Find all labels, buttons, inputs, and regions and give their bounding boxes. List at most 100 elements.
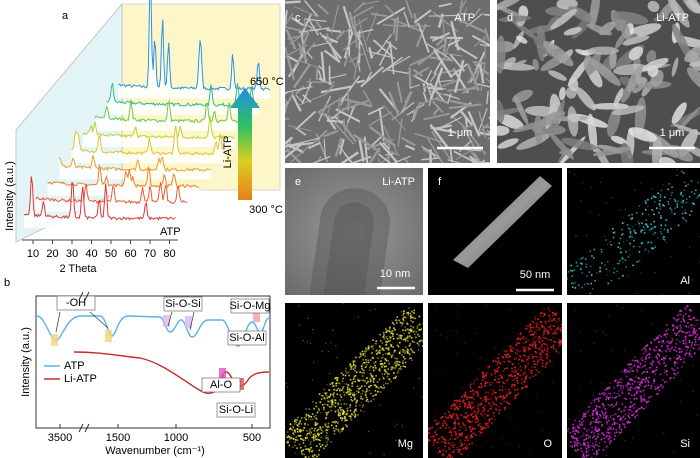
map-speckle <box>352 414 354 416</box>
map-speckle <box>686 305 689 307</box>
map-speckle <box>674 212 676 215</box>
map-speckle <box>335 428 337 430</box>
map-speckle <box>685 332 687 334</box>
map-speckle <box>548 320 551 323</box>
map-speckle <box>328 406 331 408</box>
map-speckle <box>516 373 519 375</box>
map-speckle <box>639 363 642 365</box>
map-speckle <box>691 191 693 193</box>
map-speckle <box>369 366 371 369</box>
needle <box>285 0 301 4</box>
map-noise <box>464 342 466 344</box>
map-speckle <box>486 381 488 384</box>
map-speckle <box>620 428 623 430</box>
map-speckle <box>305 448 307 450</box>
map-speckle <box>402 338 404 341</box>
map-speckle <box>605 436 608 438</box>
map-speckle <box>306 432 309 435</box>
map-speckle <box>439 450 441 452</box>
needle <box>400 90 413 114</box>
map-speckle <box>638 222 641 225</box>
map-speckle <box>322 395 324 397</box>
annotation: Al-O <box>210 379 232 391</box>
map-speckle <box>678 351 681 354</box>
map-speckle <box>665 330 667 332</box>
map-speckle <box>637 376 639 379</box>
map-speckle <box>621 222 624 224</box>
needle <box>376 6 406 25</box>
map-noise <box>632 437 634 439</box>
map-noise <box>413 387 415 389</box>
map-noise <box>509 309 511 311</box>
map-speckle <box>665 324 668 326</box>
map-speckle <box>595 427 598 430</box>
map-speckle <box>445 423 448 426</box>
map-speckle <box>364 350 366 353</box>
map-speckle <box>476 418 478 420</box>
needle <box>285 136 294 146</box>
needle <box>285 141 304 160</box>
map-speckle <box>300 446 302 449</box>
map-speckle <box>537 359 540 361</box>
map-speckle <box>582 432 585 435</box>
needle <box>315 21 324 31</box>
map-speckle <box>498 406 500 408</box>
map-speckle <box>412 316 414 319</box>
map-speckle <box>325 417 327 420</box>
map-speckle <box>451 417 453 419</box>
map-speckle <box>484 382 487 385</box>
map-speckle <box>388 335 391 338</box>
map-speckle <box>450 431 453 434</box>
map-speckle <box>421 339 423 342</box>
map-speckle <box>645 401 648 403</box>
map-speckle <box>635 388 637 390</box>
map-speckle <box>481 371 484 373</box>
map-speckle <box>662 385 664 387</box>
map-speckle <box>595 421 597 423</box>
map-speckle <box>627 415 630 417</box>
map-speckle <box>577 442 579 444</box>
map-speckle <box>556 328 558 330</box>
map-speckle <box>494 372 496 375</box>
map-speckle <box>366 398 369 401</box>
map-speckle <box>321 404 324 406</box>
map-speckle <box>392 335 394 337</box>
map-speckle <box>603 434 606 436</box>
needle <box>447 87 479 92</box>
map-speckle <box>618 415 620 418</box>
map-speckle <box>580 268 582 270</box>
map-speckle <box>327 438 329 441</box>
map-speckle <box>328 396 331 398</box>
map-speckle <box>434 419 437 422</box>
map-noise <box>383 454 385 456</box>
map-speckle <box>662 238 664 240</box>
map-speckle <box>367 348 370 351</box>
map-speckle <box>414 317 416 320</box>
map-speckle <box>627 412 630 415</box>
map-speckle <box>640 395 643 397</box>
needle <box>396 81 403 103</box>
map-speckle <box>313 430 315 432</box>
map-noise <box>602 383 604 385</box>
map-speckle <box>372 357 375 359</box>
map-noise <box>509 417 511 419</box>
map-speckle <box>296 439 299 441</box>
map-speckle <box>688 318 690 321</box>
map-speckle <box>331 398 334 401</box>
map-speckle <box>616 415 619 418</box>
map-noise <box>295 452 297 454</box>
map-speckle <box>693 317 695 319</box>
map-speckle <box>533 336 535 339</box>
map-speckle <box>529 347 531 350</box>
map-speckle <box>454 427 457 429</box>
plate <box>561 137 597 151</box>
map-speckle <box>466 444 468 447</box>
map-speckle <box>596 452 598 455</box>
map-speckle <box>464 424 466 427</box>
map-speckle <box>621 392 624 394</box>
needle <box>328 43 342 60</box>
map-noise <box>679 400 682 403</box>
needle <box>339 99 369 112</box>
map-speckle <box>459 405 461 408</box>
